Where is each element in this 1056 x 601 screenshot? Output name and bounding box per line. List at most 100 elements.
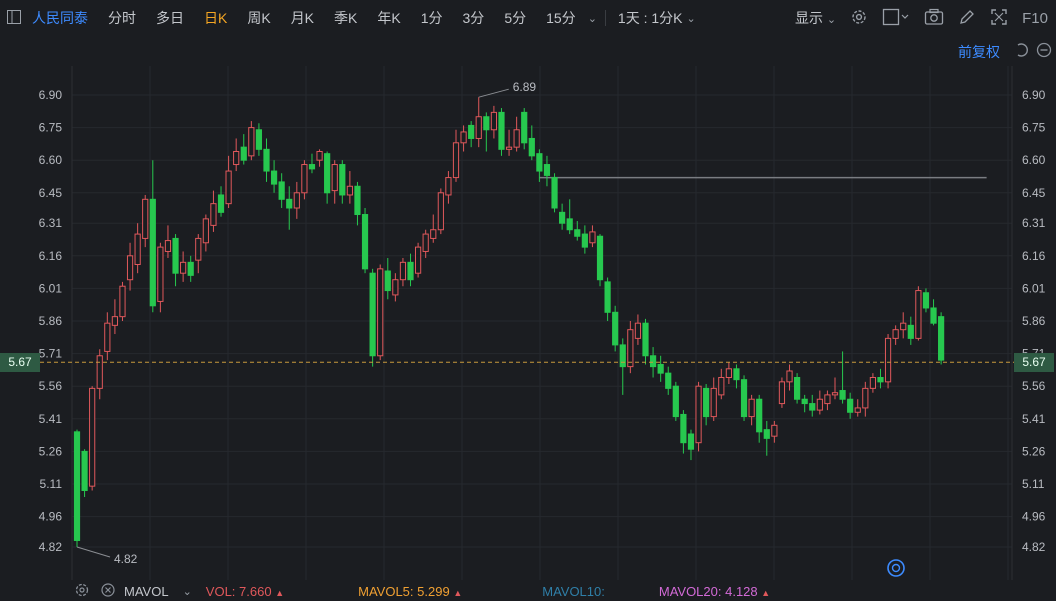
tab-7[interactable]: 1分 (420, 10, 443, 26)
candle-body (938, 316, 945, 361)
candle-body (149, 198, 156, 307)
candle-body (308, 164, 316, 170)
candle-body (255, 129, 263, 150)
chevron-down-icon[interactable]: ⌄ (686, 12, 696, 25)
candle-body (278, 181, 285, 200)
y-tick-label-left: 5.86 (39, 314, 63, 328)
candle-body (104, 322, 111, 352)
candle-body (922, 292, 930, 309)
candle-body (384, 270, 391, 292)
candle-body (884, 337, 892, 383)
candle-body (217, 194, 225, 213)
adjust-mode-button[interactable]: 前复权 (958, 44, 1000, 60)
interval-selector[interactable]: 1天 : 1分K (617, 10, 683, 26)
candle-body (187, 261, 194, 276)
sidebar-toggle-icon[interactable] (6, 9, 22, 28)
display-menu[interactable]: 显示 ⌄ (795, 10, 837, 26)
divider (604, 10, 606, 26)
y-tick-label-left: 5.71 (39, 347, 63, 361)
candle-body (574, 229, 581, 237)
y-tick-label-left: 6.16 (39, 249, 63, 263)
candle-body (816, 398, 823, 411)
current-price-badge-right: 5.67 (1014, 352, 1054, 372)
tab-6[interactable]: 年K (377, 10, 401, 26)
candle-body (377, 268, 384, 357)
y-tick-label-right: 6.01 (1022, 281, 1046, 295)
candle-body (270, 170, 278, 185)
tab-0[interactable]: 分时 (108, 10, 136, 26)
tab-1[interactable]: 多日 (156, 10, 184, 26)
f10-button[interactable]: F10 (1022, 9, 1048, 27)
y-tick-label-left: 6.01 (39, 281, 63, 295)
stock-name[interactable]: 人民同泰 (32, 10, 88, 26)
candle-body (680, 413, 687, 444)
candle-body (331, 164, 338, 192)
y-tick-label-right: 6.16 (1022, 249, 1046, 263)
toolbar: 人民同泰 分时 多日 日K 周K 月K 季K 年K 1分 3分 5分 15分 ⌄ 1天 : 1分K … (0, 0, 1056, 36)
candle-body (877, 377, 884, 383)
candle-body (225, 170, 232, 205)
candle-body (915, 290, 922, 339)
candle-body (756, 398, 763, 433)
pencil-icon[interactable] (958, 8, 976, 29)
candle-body (81, 450, 88, 491)
candle-body (111, 316, 119, 326)
candle-body (452, 142, 460, 179)
y-tick-label-left: 6.45 (39, 186, 63, 200)
tab-5[interactable]: 季K (334, 10, 358, 26)
candle-body (498, 111, 505, 150)
candle-body (172, 237, 179, 274)
candle-body (589, 231, 596, 244)
candle-body (854, 407, 861, 413)
layout-square-icon[interactable] (882, 8, 910, 29)
minus-circle-icon[interactable] (1036, 42, 1052, 61)
y-tick-label-left: 4.82 (39, 540, 63, 554)
candle-body (771, 424, 778, 437)
camera-icon[interactable] (924, 8, 944, 29)
candle-body (407, 261, 414, 281)
chevron-down-icon[interactable]: ⌄ (587, 12, 597, 25)
y-tick-label-right: 4.96 (1022, 510, 1046, 524)
candle-body (778, 381, 786, 405)
candle-body (801, 398, 808, 405)
candlestick-chart[interactable]: 6.90 6.90 6.75 6.75 6.60 6.60 6.45 6.45 6.31 6.31… (0, 64, 1056, 582)
tab-4[interactable]: 月K (290, 10, 315, 26)
tab-8[interactable]: 3分 (462, 10, 485, 26)
candle-body (460, 131, 467, 144)
tab-2[interactable]: 日K (204, 10, 228, 26)
y-tick-label-left: 6.75 (39, 121, 63, 135)
candle-body (786, 370, 793, 383)
chevron-down-icon[interactable]: ⌄ (182, 585, 192, 598)
candle-body (649, 355, 657, 368)
candle-body (415, 246, 422, 274)
candle-body (157, 246, 164, 302)
tab-3[interactable]: 周K (247, 10, 271, 26)
candle-body (619, 344, 626, 368)
y-tick-label-right: 5.26 (1022, 444, 1046, 458)
candle-body (195, 237, 202, 261)
indicator-name[interactable]: MAVOL (124, 583, 169, 599)
undo-icon[interactable] (1014, 42, 1030, 61)
candle-body (703, 387, 710, 418)
right-tools: 显示 ⌄ F10 (795, 0, 1048, 36)
close-icon[interactable] (100, 582, 116, 601)
candle-body (634, 322, 642, 339)
fullscreen-icon[interactable] (990, 8, 1008, 29)
tab-9[interactable]: 5分 (504, 10, 527, 26)
candle-body (687, 433, 695, 450)
chart-background (0, 64, 1056, 582)
candle-body (718, 377, 725, 396)
candle-body (627, 329, 634, 368)
gear-icon[interactable] (850, 8, 868, 29)
high-annotation: 6.89 (513, 80, 537, 94)
candle-body (437, 192, 444, 231)
candle-body (468, 124, 475, 139)
candle-body (566, 218, 573, 231)
tab-10[interactable]: 15分 (546, 10, 576, 26)
candle-body (513, 129, 520, 148)
y-tick-label-right: 5.11 (1022, 477, 1045, 491)
target-icon[interactable] (887, 559, 905, 577)
candle-body (369, 272, 376, 357)
settings-icon[interactable] (74, 582, 90, 601)
candle-body (665, 372, 672, 389)
